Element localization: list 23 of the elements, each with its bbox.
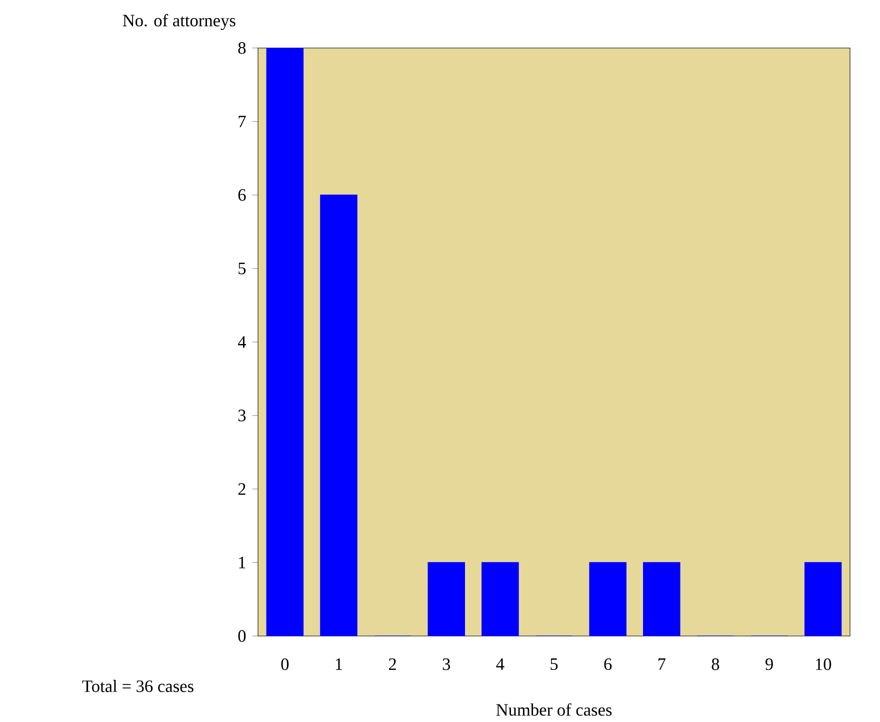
y-tick-label: 8 [238, 42, 246, 54]
x-tick-label: 3 [442, 658, 450, 670]
x-tick-label: 2 [388, 658, 396, 670]
y-tick-label: 1 [239, 556, 246, 568]
x-tick-label: 5 [550, 658, 558, 670]
x-tick-label: 0 [281, 658, 289, 670]
x-tick-label: 6 [604, 658, 612, 670]
y-tick-label: 3 [238, 410, 246, 422]
y-tick-label: 7 [238, 116, 246, 128]
y-tick-label: 4 [238, 336, 246, 348]
x-tick-label: 1 [336, 658, 342, 670]
y-tick-label: 5 [238, 262, 246, 274]
y-tick-label: 0 [238, 630, 246, 642]
y-tick-label: 2 [238, 483, 246, 495]
x-tick-label: 8 [712, 658, 720, 670]
y-tick-label: 6 [238, 189, 246, 201]
x-tick-label: 7 [658, 658, 666, 670]
x-tick-label: 10 [816, 658, 832, 670]
y-axis-title: No. of attorneys [122, 14, 236, 30]
text: Total = 36 cases [82, 680, 194, 692]
x-axis-title: Number of cases [496, 703, 612, 716]
x-tick-label: 4 [496, 658, 504, 670]
x-tick-label: 9 [766, 658, 773, 670]
